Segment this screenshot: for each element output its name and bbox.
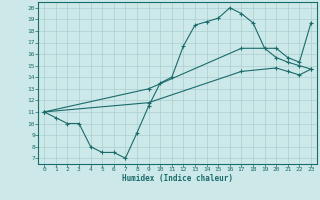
X-axis label: Humidex (Indice chaleur): Humidex (Indice chaleur) bbox=[122, 174, 233, 183]
